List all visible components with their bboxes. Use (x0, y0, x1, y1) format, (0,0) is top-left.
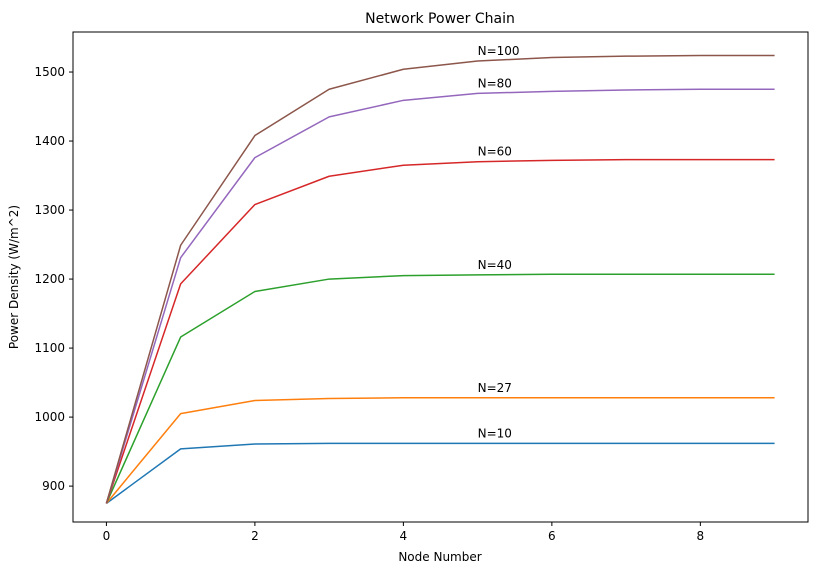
x-axis: 0 2 4 6 8 (103, 522, 705, 543)
series-line-n-10 (105, 442, 775, 504)
series-line-n-100 (105, 54, 775, 504)
series-label: N=100 (478, 44, 520, 58)
plot-area: N=10 N=27 N=40 N=60 N=80 N=100 (105, 44, 775, 504)
plot-frame (72, 31, 809, 523)
y-tick-label: 900 (42, 479, 65, 493)
series-label: N=40 (478, 258, 512, 272)
y-tick-label: 1200 (34, 272, 65, 286)
y-axis: 900 1000 1100 1200 1300 1400 1500 (34, 65, 73, 493)
chart-title: Network Power Chain (365, 11, 515, 27)
series-label: N=27 (478, 381, 512, 395)
x-tick-label: 0 (103, 529, 111, 543)
y-tick-label: 1100 (34, 341, 65, 355)
series-label: N=80 (478, 76, 512, 90)
series-line-n-60 (105, 158, 775, 504)
y-tick-label: 1500 (34, 65, 65, 79)
x-tick-label: 8 (697, 529, 705, 543)
x-tick-label: 4 (400, 529, 408, 543)
series-line-n-40 (105, 273, 775, 504)
y-tick-label: 1300 (34, 203, 65, 217)
series-line-n-27 (105, 397, 775, 504)
x-axis-label: Node Number (398, 550, 481, 564)
x-tick-label: 2 (251, 529, 259, 543)
y-tick-label: 1000 (34, 410, 65, 424)
y-axis-label: Power Density (W/m^2) (7, 205, 21, 349)
series-line-n-80 (105, 88, 775, 504)
series-label: N=10 (478, 426, 512, 440)
y-tick-label: 1400 (34, 134, 65, 148)
x-tick-label: 6 (548, 529, 556, 543)
series-label: N=60 (478, 145, 512, 159)
